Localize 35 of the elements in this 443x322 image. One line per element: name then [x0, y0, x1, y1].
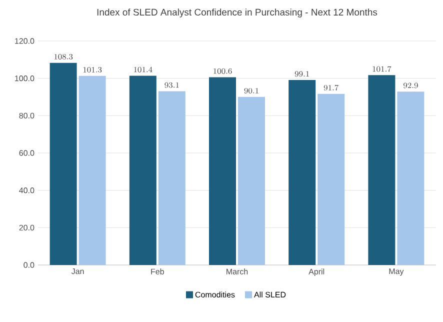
- bar: [50, 62, 77, 265]
- data-label: 93. 1: [164, 82, 179, 88]
- y-tick-label: 0.0: [24, 262, 34, 268]
- data-label: 100.6: [214, 68, 232, 74]
- x-tick-label: Feb: [151, 268, 164, 274]
- y-tick-label: 80.0: [19, 112, 34, 118]
- data-label: 92.9: [403, 82, 418, 88]
- bar: [368, 75, 396, 265]
- y-tick-label: 120.0: [15, 38, 34, 44]
- bar: [209, 77, 236, 265]
- x-tick-label: March: [226, 268, 248, 274]
- bar: [318, 94, 345, 265]
- y-tick-label: 20.0: [19, 224, 34, 230]
- data-label: 101 .4: [134, 66, 152, 72]
- bar: [129, 76, 156, 265]
- legend-label: All SLED: [254, 292, 286, 298]
- x-tick-label: Jan: [71, 268, 84, 274]
- chart-title: Index of SLED Analyst Confidence in Purchasing - Next 12 Months: [97, 8, 378, 18]
- data-label: 101 .7: [372, 66, 392, 72]
- bar: [78, 76, 106, 265]
- y-tick-label: 40.0: [19, 188, 34, 194]
- x-tick-label: May: [389, 268, 404, 276]
- bar: [238, 96, 266, 265]
- data-label: 99. 1: [294, 71, 309, 77]
- x-tick-label: April: [308, 268, 324, 276]
- data-label: 101 .3: [83, 67, 102, 73]
- data-label: 91 .7: [324, 84, 339, 90]
- bar: [288, 80, 316, 265]
- y-tick-label: 60.0: [19, 150, 34, 156]
- bar: [158, 91, 186, 265]
- legend-label: Comodities: [195, 292, 235, 298]
- bar: [397, 92, 424, 265]
- y-tick-label: 100.0: [15, 76, 34, 82]
- data-label: 90. 1: [244, 88, 258, 94]
- data-label: 108.3: [54, 54, 73, 60]
